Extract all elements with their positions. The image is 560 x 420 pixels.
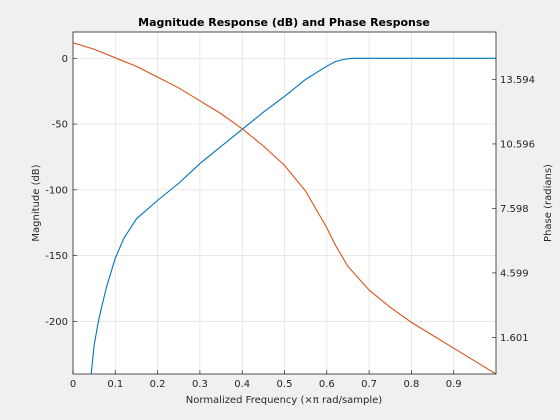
y-right-tick-label: 1.601 (500, 333, 529, 344)
y-right-tick-label: 4.599 (500, 268, 529, 279)
y-left-tick-label: 0 (62, 54, 68, 65)
y-left-tick-label: -50 (52, 120, 68, 131)
chart-title: Magnitude Response (dB) and Phase Respon… (138, 16, 430, 29)
x-tick-label: 0.3 (192, 379, 208, 390)
x-tick-label: 0.2 (150, 379, 166, 390)
x-tick-label: 0 (70, 379, 76, 390)
y-left-axis-label: Magnitude (dB) (31, 164, 42, 241)
y-right-tick-label: 7.598 (500, 204, 529, 215)
y-left-tick-label: -200 (45, 317, 68, 328)
x-tick-label: 0.8 (403, 379, 419, 390)
x-tick-label: 0.7 (361, 379, 377, 390)
x-tick-label: 0.4 (234, 379, 250, 390)
x-tick-label: 0.9 (446, 379, 462, 390)
y-left-axis: 0 -50 -100 -150 -200 (45, 54, 77, 328)
x-tick-label: 0.1 (107, 379, 123, 390)
y-right-axis-label: Phase (radians) (543, 164, 554, 242)
x-axis-label: Normalized Frequency (×π rad/sample) (186, 395, 383, 406)
x-tick-label: 0.6 (319, 379, 335, 390)
phase-series-line (73, 42, 496, 374)
y-left-tick-label: -100 (45, 185, 68, 196)
x-tick-label: 0.5 (277, 379, 293, 390)
y-left-tick-label: -150 (45, 251, 68, 262)
x-axis: 0 0.1 0.2 0.3 0.4 0.5 0.6 0.7 0.8 0.9 (70, 370, 462, 390)
y-right-tick-label: 13.594 (500, 75, 535, 86)
y-right-tick-label: 10.596 (500, 139, 535, 150)
y-right-axis: 13.594 10.596 7.598 4.599 1.601 (492, 75, 535, 344)
series-layer (73, 42, 496, 374)
